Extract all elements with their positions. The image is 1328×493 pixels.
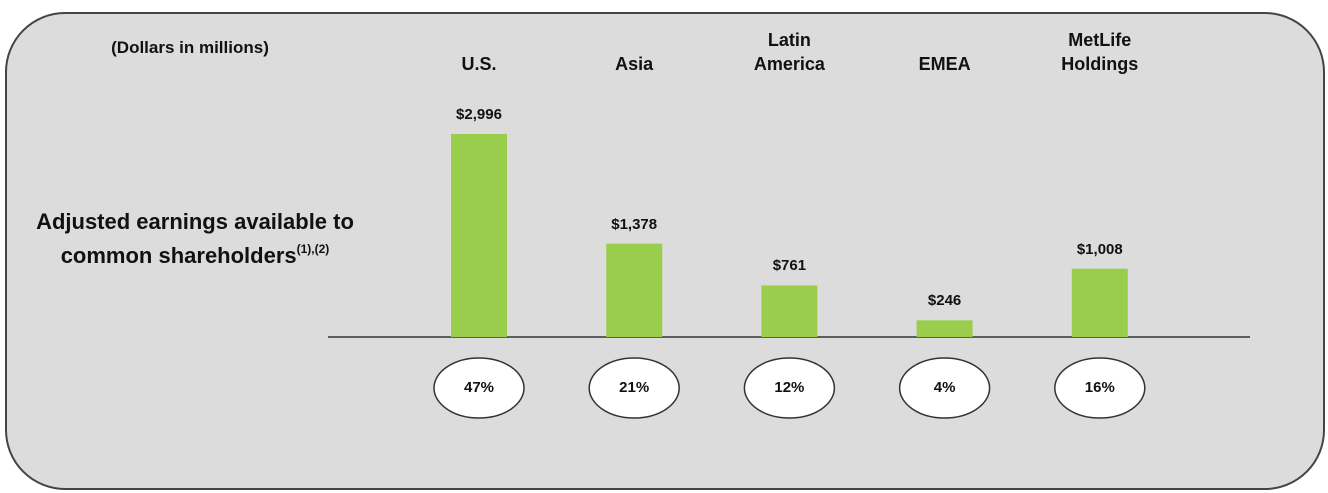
bar: [761, 285, 818, 337]
subtitle: (Dollars in millions): [111, 38, 269, 57]
share-ellipse: [743, 357, 836, 419]
y-label-text: Adjusted earnings available to common sh…: [36, 209, 354, 268]
share-label: 16%: [1084, 379, 1115, 396]
share-ellipse: [433, 357, 525, 419]
bar: [916, 320, 973, 337]
bar: [606, 243, 663, 337]
category-label: MetLife Holdings: [1061, 30, 1139, 74]
share-ellipse: [1054, 357, 1146, 419]
share-ellipse: [898, 357, 991, 419]
value-label: $2,996: [456, 106, 502, 123]
category-label: Latin America: [753, 30, 825, 74]
share-ellipse: [588, 357, 680, 419]
y-label-note: (1),(2): [296, 242, 330, 256]
bar: [1071, 268, 1128, 337]
category-label: U.S.: [461, 54, 497, 74]
share-label: 21%: [619, 379, 650, 396]
bar: [451, 134, 507, 337]
y-axis-label: Adjusted earnings available to common sh…: [30, 205, 360, 273]
category-label: Asia: [615, 54, 654, 74]
value-label: $1,378: [611, 215, 658, 233]
value-label: $246: [927, 292, 962, 310]
share-label: 12%: [774, 379, 805, 396]
value-label: $1,008: [1076, 240, 1123, 258]
value-label: $761: [772, 257, 807, 275]
share-label: 47%: [463, 379, 495, 396]
share-label: 4%: [933, 379, 956, 396]
category-label: EMEA: [918, 54, 971, 74]
